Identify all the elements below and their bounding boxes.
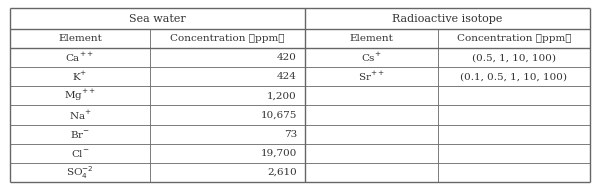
Text: Sea water: Sea water — [129, 13, 186, 24]
Text: Cs$^{+}$: Cs$^{+}$ — [361, 51, 382, 64]
Text: Radioactive isotope: Radioactive isotope — [392, 13, 503, 24]
Text: Na$^{+}$: Na$^{+}$ — [68, 108, 91, 122]
Text: Concentration （ppm）: Concentration （ppm） — [170, 34, 285, 43]
Text: Element: Element — [58, 34, 102, 43]
Text: Element: Element — [350, 34, 394, 43]
Text: 424: 424 — [277, 72, 297, 81]
Text: SO$_4^{-2}$: SO$_4^{-2}$ — [66, 164, 94, 181]
Text: Concentration （ppm）: Concentration （ppm） — [457, 34, 571, 43]
Text: Cl$^{-}$: Cl$^{-}$ — [71, 148, 89, 159]
Text: (0.1, 0.5, 1, 10, 100): (0.1, 0.5, 1, 10, 100) — [461, 72, 568, 81]
Text: Mg$^{++}$: Mg$^{++}$ — [64, 88, 96, 103]
Text: 420: 420 — [277, 53, 297, 62]
Text: 73: 73 — [284, 130, 297, 139]
Text: 10,675: 10,675 — [260, 111, 297, 120]
Text: Sr$^{++}$: Sr$^{++}$ — [358, 70, 385, 83]
Text: 2,610: 2,610 — [267, 168, 297, 177]
Text: Br$^{-}$: Br$^{-}$ — [70, 129, 90, 140]
Text: 1,200: 1,200 — [267, 91, 297, 100]
Text: (0.5, 1, 10, 100): (0.5, 1, 10, 100) — [472, 53, 556, 62]
Text: 19,700: 19,700 — [260, 149, 297, 158]
Text: K$^{+}$: K$^{+}$ — [73, 70, 88, 83]
Text: Ca$^{++}$: Ca$^{++}$ — [65, 51, 95, 64]
